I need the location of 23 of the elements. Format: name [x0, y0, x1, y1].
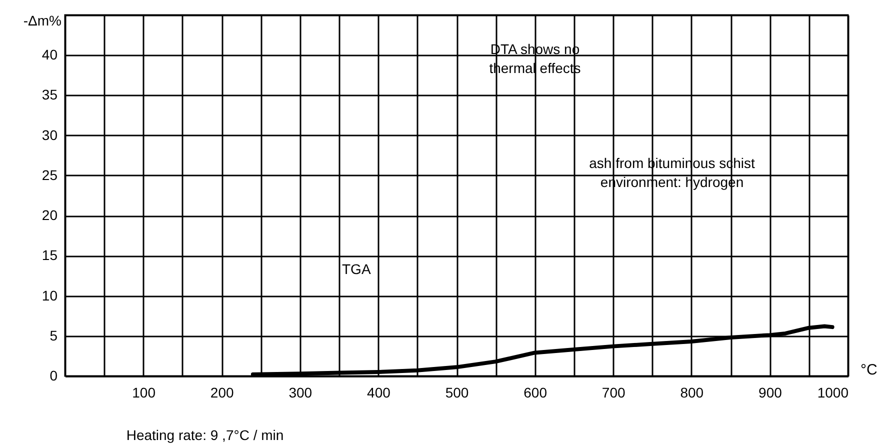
x-axis-title: °C — [860, 362, 878, 378]
x-tick-label: 1000 — [817, 384, 849, 400]
x-tick-label: 100 — [132, 384, 156, 400]
x-tick-label: 600 — [524, 384, 548, 400]
x-tick-label: 200 — [210, 384, 234, 400]
y-axis-title: -Δm% — [23, 12, 62, 28]
text: TGA — [342, 261, 372, 277]
y-tick-label: 30 — [42, 126, 58, 143]
y-tick-label: 15 — [42, 247, 58, 264]
x-tick-label: 700 — [602, 384, 626, 400]
y-tick-label: 25 — [42, 166, 58, 183]
x-tick-label: 500 — [445, 384, 469, 400]
y-tick-label: 10 — [42, 287, 58, 304]
y-tick-label: 20 — [42, 207, 58, 224]
y-tick-label: 35 — [42, 86, 58, 103]
x-tick-label: 300 — [288, 384, 312, 400]
x-tick-label: 900 — [758, 384, 782, 400]
x-tick-label: 400 — [367, 384, 391, 400]
x-tick-label: 800 — [680, 384, 704, 400]
y-tick-label: 0 — [50, 368, 58, 384]
y-tick-label: 5 — [50, 327, 58, 344]
y-tick-label: 40 — [42, 46, 58, 63]
text: Heating rate: 9 ,7°C / min — [126, 427, 284, 443]
